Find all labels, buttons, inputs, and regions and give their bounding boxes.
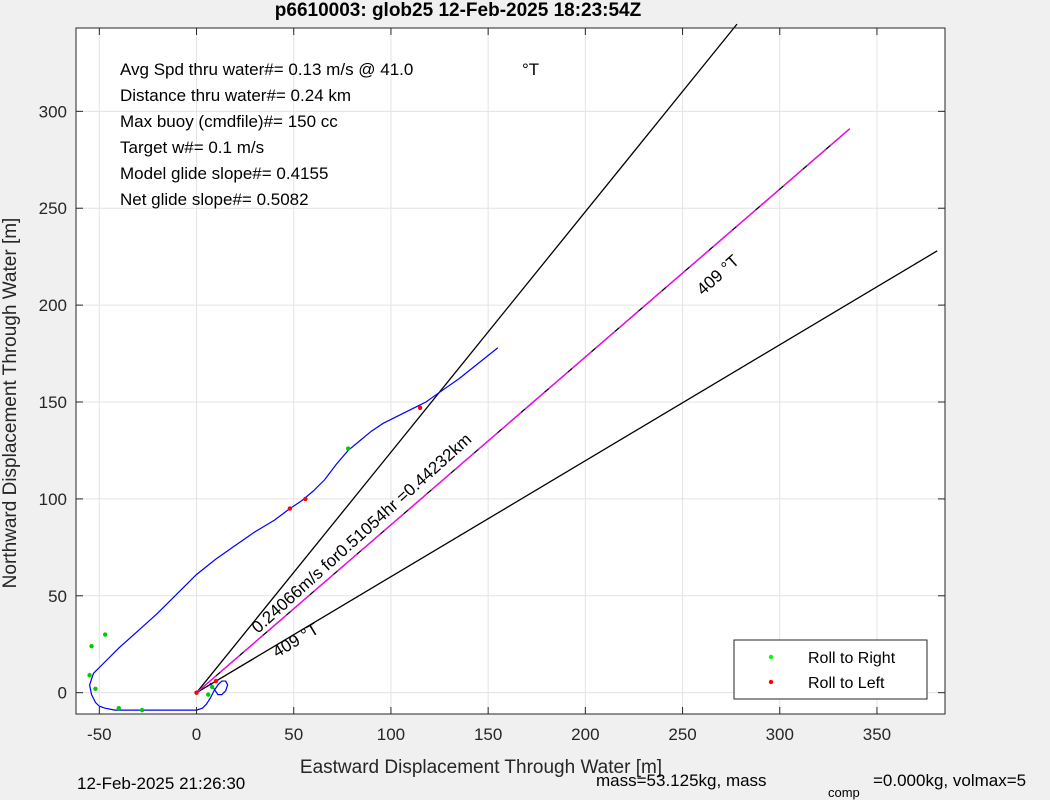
footer-timestamp: 12-Feb-2025 21:26:30: [77, 774, 245, 793]
series-group: [88, 128, 851, 711]
info-line-distance: Distance thru water#= 0.24 km: [120, 86, 351, 105]
info-line-avg-speed: Avg Spd thru water#= 0.13 m/s @ 41.0: [120, 60, 413, 79]
x-tick-label: 50: [284, 725, 303, 744]
x-tick-label: 0: [192, 725, 201, 744]
info-line-net-glide: Net glide slope#= 0.5082: [120, 190, 309, 209]
roll-right-point: [87, 673, 92, 678]
legend-label-roll-right: Roll to Right: [808, 650, 896, 667]
x-tick-label: 300: [766, 725, 794, 744]
roll-right-point: [345, 446, 351, 451]
x-axis-label: Eastward Displacement Through Water [m]: [300, 757, 662, 778]
info-unit-deg-true: °T: [522, 60, 539, 79]
x-tick-label: -50: [87, 725, 112, 744]
roll-left-point: [213, 678, 219, 684]
legend-marker-roll-right: [768, 654, 774, 660]
y-tick-label: 50: [48, 587, 67, 606]
roll-right-point: [209, 684, 215, 690]
glider-track-line: [88, 347, 499, 711]
y-tick-label: 200: [39, 296, 67, 315]
legend-box: [733, 639, 928, 700]
info-line-max-buoy: Max buoy (cmdfile)#= 150 cc: [120, 112, 338, 131]
roll-right-point: [102, 632, 108, 637]
tick-labels: -50 0 50 100 150 200 250 300 350 0 50 100 150 200 250 3…: [39, 28, 945, 744]
roll-points: [87, 405, 423, 713]
roll-left-point: [303, 496, 308, 502]
footer-mass: mass=53.125kg, mass: [596, 771, 767, 790]
legend-label-roll-left: Roll to Left: [808, 675, 885, 692]
info-box: Avg Spd thru water#= 0.13 m/s @ 41.0 °T …: [120, 60, 539, 209]
x-tick-label: 200: [571, 725, 599, 744]
chart-title: p6610003: glob25 12-Feb-2025 18:23:54Z: [275, 0, 642, 21]
roll-left-point: [417, 405, 423, 411]
legend: Roll to Right Roll to Left: [733, 639, 928, 700]
footer-comp-rest: =0.000kg, volmax=5: [873, 771, 1026, 790]
footer-comp-subscript: comp: [828, 785, 860, 800]
info-line-target-w: Target w#= 0.1 m/s: [120, 138, 264, 157]
info-line-model-glide: Model glide slope#= 0.4155: [120, 164, 328, 183]
net-displacement-line: [196, 128, 851, 694]
roll-right-point: [116, 705, 121, 711]
x-tick-label: 100: [377, 725, 405, 744]
y-tick-label: 300: [39, 102, 67, 121]
roll-right-point: [89, 643, 94, 649]
y-axis-label: Northward Displacement Through Water [m]: [0, 218, 21, 589]
y-tick-label: 250: [39, 199, 67, 218]
roll-left-point: [194, 690, 199, 695]
cone-line-0: [196, 23, 738, 694]
legend-marker-roll-left: [768, 679, 774, 685]
plot-area: [76, 28, 945, 714]
x-tick-label: 350: [863, 725, 891, 744]
roll-right-point: [205, 692, 211, 697]
roll-right-point: [93, 686, 98, 692]
roll-left-point: [287, 506, 293, 511]
x-tick-label: 150: [474, 725, 502, 744]
y-tick-label: 150: [39, 393, 67, 412]
plot-frame: [75, 27, 946, 715]
x-tick-label: 250: [668, 725, 696, 744]
y-tick-label: 100: [39, 490, 67, 509]
y-tick-label: 0: [58, 684, 67, 703]
roll-right-point: [139, 707, 145, 713]
cone-line-1: [196, 250, 938, 694]
